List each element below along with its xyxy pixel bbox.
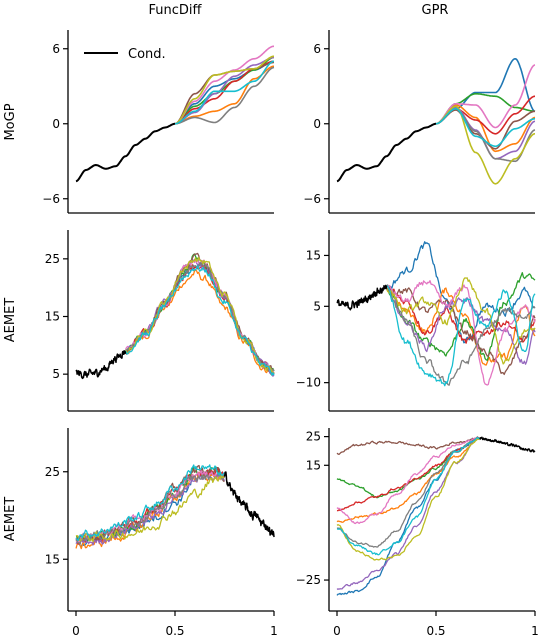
sample-line-5 [385, 285, 536, 376]
y-tick-label: −6 [303, 192, 321, 206]
y-tick-label: 25 [306, 430, 321, 444]
row-label-aemet-1: AEMET [3, 298, 18, 343]
conditioning-line [479, 436, 536, 453]
y-tick-label: 0 [52, 117, 60, 131]
column-title-funcdiff: FuncDiff [149, 3, 203, 18]
sample-line-6 [435, 64, 536, 129]
sample-line-0 [336, 438, 480, 596]
y-tick-label: 6 [52, 42, 60, 56]
legend: Cond. [84, 47, 166, 62]
sample-line-8 [435, 105, 536, 185]
sample-line-7 [75, 472, 226, 545]
sample-line-9 [174, 60, 275, 125]
x-tick-label: 1 [531, 624, 539, 638]
y-tick-label: 5 [52, 367, 60, 381]
sample-line-6 [75, 470, 226, 544]
panel-aemet-funcdiff-1: 5 15 25 [45, 230, 275, 412]
x-tick-label: 0 [333, 624, 341, 638]
sample-line-1 [174, 65, 275, 125]
panel-aemet-gpr-1: −10 5 15 [296, 230, 536, 412]
sample-line-7 [125, 261, 275, 372]
sample-line-8 [75, 474, 225, 543]
sample-line-9 [336, 436, 480, 556]
sample-line-1 [336, 437, 480, 523]
y-tick-label: 5 [313, 299, 321, 313]
sample-line-9 [75, 464, 225, 542]
x-tick-label: 1 [270, 624, 278, 638]
sample-line-1 [125, 269, 275, 376]
sample-line-4 [174, 56, 275, 125]
sample-line-9 [124, 265, 275, 376]
conditioning-line [336, 284, 388, 311]
y-tick-label: 0 [313, 117, 321, 131]
y-tick-label: 25 [45, 465, 60, 479]
x-tick-label: 0.5 [426, 624, 445, 638]
y-tick-label: −6 [42, 192, 60, 206]
y-tick-label: 15 [306, 248, 321, 262]
y-tick-label: 25 [45, 252, 60, 266]
row-label-aemet-2: AEMET [3, 497, 18, 542]
y-tick-label: 6 [313, 42, 321, 56]
y-tick-label: −10 [296, 376, 321, 390]
y-tick-label: 15 [45, 310, 60, 324]
sample-line-2 [385, 272, 536, 361]
sample-line-7 [174, 66, 275, 125]
conditioning-line [336, 122, 437, 183]
sample-line-0 [125, 263, 275, 375]
column-title-gpr: GPR [422, 3, 449, 18]
sample-line-6 [174, 45, 275, 125]
conditioning-line [75, 350, 127, 380]
sample-line-1 [435, 104, 536, 153]
sample-line-8 [385, 277, 536, 365]
sample-line-6 [336, 437, 480, 525]
y-tick-label: −25 [296, 573, 321, 587]
sample-line-8 [174, 55, 275, 125]
sample-line-9 [435, 107, 536, 148]
sample-line-7 [336, 437, 480, 548]
conditioning-line [223, 471, 275, 538]
panel-aemet-funcdiff-2: 15 25 0 0.5 1 [45, 428, 278, 638]
legend-label: Cond. [128, 47, 166, 62]
sample-line-5 [336, 436, 480, 456]
y-tick-label: 15 [306, 458, 321, 472]
x-tick-label: 0.5 [165, 624, 184, 638]
sample-line-3 [336, 437, 480, 512]
x-tick-label: 0 [72, 624, 80, 638]
sample-line-7 [386, 284, 536, 386]
sample-line-2 [336, 437, 480, 499]
panel-mogp-funcdiff: −6 0 6 [42, 30, 275, 214]
row-label-mogp: MoGP [3, 103, 18, 140]
conditioning-line [75, 122, 176, 183]
sample-line-9 [386, 285, 536, 387]
sample-line-3 [124, 264, 275, 376]
sample-line-8 [336, 438, 480, 561]
panel-mogp-gpr: −6 0 6 [303, 30, 536, 214]
panel-aemet-gpr-2: −25 15 25 0 0.5 1 [296, 428, 539, 638]
sample-line-4 [75, 474, 226, 546]
y-tick-label: 15 [45, 552, 60, 566]
sample-line-0 [435, 58, 536, 125]
